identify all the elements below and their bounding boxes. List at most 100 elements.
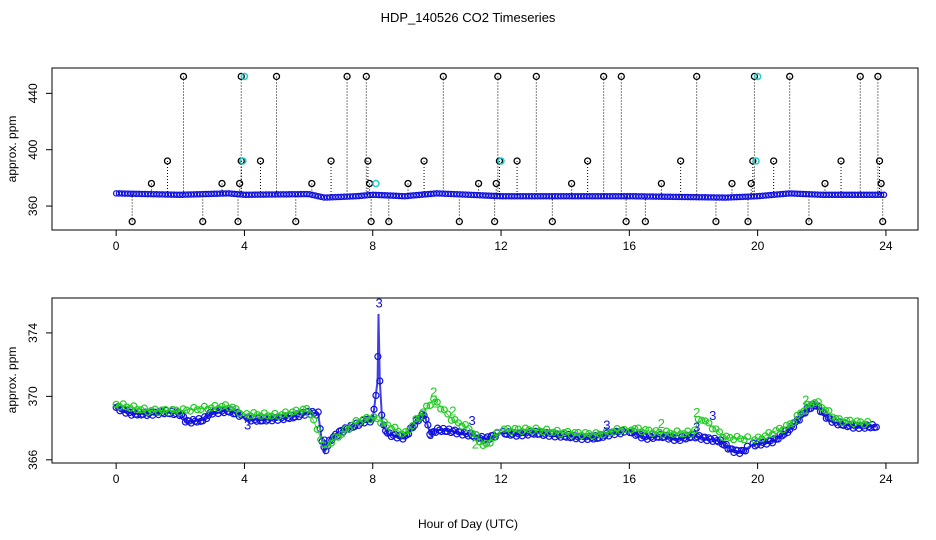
secondary-series-point [744,433,752,441]
series-marks-top [112,72,888,226]
outlier-point [548,217,557,226]
secondary-series-point [768,430,776,439]
secondary-series-point [493,428,501,436]
secondary-series-point [490,434,498,442]
secondary-series-point [218,402,226,410]
baseline-point [306,191,313,198]
secondary-series-point [828,413,836,421]
secondary-series-point [437,405,445,413]
primary-series-point [378,411,386,419]
y-tick-label: 440 [26,83,40,103]
secondary-series-point [243,409,251,418]
secondary-series-point [186,407,194,415]
secondary-series-point [811,399,819,407]
secondary-series-point [842,416,851,425]
baseline-point [877,191,885,199]
secondary-series-point [789,418,798,427]
secondary-series-point [444,410,452,418]
secondary-series-point [274,412,283,420]
outlier-point [567,179,576,188]
y-tick-label: 374 [26,323,40,343]
secondary-series-point [140,404,148,412]
highlight-point [752,157,760,165]
outlier-point [874,72,882,81]
x-tick-label: 8 [369,239,376,253]
secondary-series-point [123,403,131,411]
outlier-point [641,217,650,226]
outlier-point [455,217,463,226]
y-tick-label: 400 [26,139,40,159]
marker-label: 3 [603,418,610,433]
secondary-series-point [800,407,808,415]
secondary-series-point [652,427,660,435]
chart-title: HDP_140526 CO2 Timeseries [381,10,556,25]
outlier-point [474,179,483,188]
primary-series-point [616,430,624,438]
outlier-point [147,179,156,188]
secondary-series-point [797,409,805,417]
outlier-point [600,72,608,81]
axis-ticks-top: 0 4 8 12 16 20 24 360 400 440 [26,83,893,253]
secondary-series-point [426,401,434,409]
secondary-series-point [313,425,321,433]
outlier-point [256,157,265,165]
secondary-series-point [423,402,431,410]
primary-series-point [310,409,318,417]
primary-series-point [743,442,751,450]
secondary-series-point [341,425,350,433]
primary-series-line [115,313,877,455]
outlier-point [362,72,370,81]
secondary-series-point [320,441,328,449]
outlier-point [744,217,752,226]
outlier-point [308,179,316,188]
primary-series-point [741,447,750,455]
secondary-series-point [387,425,395,433]
secondary-series-point [310,416,318,424]
secondary-series-point [705,419,713,427]
secondary-series-point [698,416,706,424]
outlier-point [439,72,447,81]
outlier-point [677,157,685,165]
outlier-point [420,157,428,165]
primary-series-point [201,413,209,421]
outlier-point [364,157,372,165]
secondary-series-point [204,405,212,413]
secondary-series-point [550,428,558,436]
outlier-point [128,217,136,226]
x-tick-label: 0 [113,239,120,253]
secondary-series-point [253,411,261,419]
secondary-series-point [225,404,233,412]
secondary-series-point [303,404,311,413]
outlier-point [494,72,502,81]
secondary-series-point [726,434,734,442]
secondary-series-point [348,421,357,429]
outlier-point [617,72,625,81]
outlier-point [712,217,720,226]
secondary-series-point [719,433,727,442]
x-tick-label: 4 [241,472,248,486]
secondary-series-point [447,416,455,424]
highlight-point [372,179,380,188]
secondary-series-point [525,426,533,434]
secondary-series-point [595,430,604,438]
secondary-series-point [370,412,378,421]
secondary-series-point [772,426,780,435]
outlier-point [837,157,845,165]
x-tick-label: 8 [369,472,376,486]
outlier-point [237,72,245,81]
outlier-point [728,179,736,188]
outlier-point [875,157,884,165]
secondary-series-point [839,418,847,427]
secondary-series-point [147,406,156,415]
secondary-series-point [627,426,635,434]
marker-label: 3 [376,296,383,311]
outlier-point [163,157,172,165]
x-tick-label: 4 [241,239,248,253]
secondary-series-point [232,405,240,413]
secondary-series-point [338,430,346,438]
primary-series-point [376,377,384,385]
secondary-series-point [144,408,152,416]
secondary-series-point [483,439,491,448]
